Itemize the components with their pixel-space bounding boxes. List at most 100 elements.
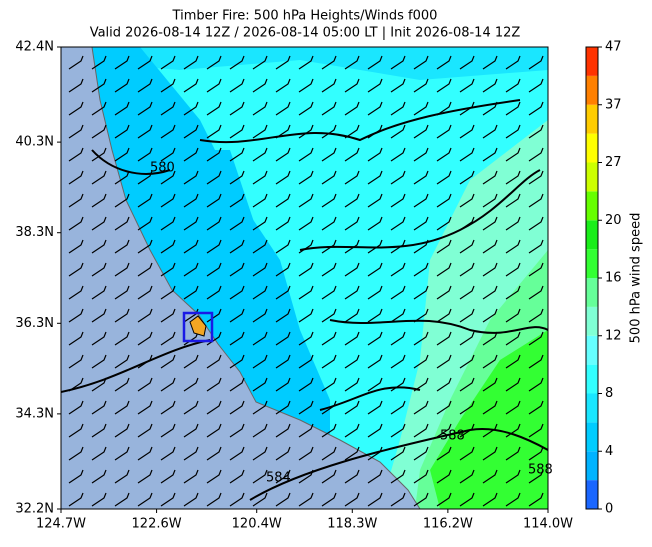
wind-barb xyxy=(298,78,314,93)
wind-barb xyxy=(114,492,130,507)
wind-barb xyxy=(275,216,291,231)
wind-barb xyxy=(229,492,245,507)
wind-barb xyxy=(321,170,337,185)
wind-barb xyxy=(528,469,544,484)
wind-barb xyxy=(413,216,429,231)
wind-barb xyxy=(436,78,452,93)
wind-barb xyxy=(275,377,291,392)
wind-barb xyxy=(459,285,475,300)
wind-barb xyxy=(321,239,337,254)
wind-barb xyxy=(298,124,314,139)
wind-barb xyxy=(160,239,176,254)
wind-barb xyxy=(68,331,84,346)
wind-barb xyxy=(91,377,107,392)
wind-barb xyxy=(252,423,268,438)
wind-barb xyxy=(482,101,498,116)
wind-barb xyxy=(137,262,153,277)
wind-barb xyxy=(459,147,475,162)
wind-barb xyxy=(298,446,314,461)
wind-barb xyxy=(275,331,291,346)
wind-barb xyxy=(137,193,153,208)
colorbar-segment xyxy=(586,191,598,221)
wind-barb xyxy=(344,101,360,116)
wind-barb xyxy=(344,147,360,162)
wind-barb xyxy=(137,400,153,415)
wind-barb xyxy=(528,400,544,415)
wind-barb xyxy=(436,423,452,438)
wind-barb xyxy=(505,400,521,415)
wind-barb xyxy=(183,101,199,116)
wind-barb xyxy=(482,124,498,139)
wind-barb xyxy=(367,400,383,415)
wind-barb xyxy=(390,55,406,70)
wind-barb xyxy=(505,308,521,323)
y-tick-label: 34.3N xyxy=(15,406,54,421)
wind-barb xyxy=(91,101,107,116)
wind-barb xyxy=(321,469,337,484)
wind-barb xyxy=(482,331,498,346)
wind-barb xyxy=(91,354,107,369)
wind-barb xyxy=(413,423,429,438)
wind-barb xyxy=(367,492,383,507)
wind-barb xyxy=(114,147,130,162)
wind-barb xyxy=(229,216,245,231)
wind-barb xyxy=(206,354,222,369)
wind-barb xyxy=(183,170,199,185)
contour-label: 588 xyxy=(528,463,553,478)
wind-barb xyxy=(183,377,199,392)
wind-barb xyxy=(252,446,268,461)
wind-barb xyxy=(321,55,337,70)
wind-barb xyxy=(459,400,475,415)
wind-barb xyxy=(436,446,452,461)
wind-barb xyxy=(252,331,268,346)
wind-barb xyxy=(68,147,84,162)
wind-barb xyxy=(183,147,199,162)
wind-barb xyxy=(390,331,406,346)
wind-barb xyxy=(344,377,360,392)
wind-barb xyxy=(528,308,544,323)
wind-barb xyxy=(183,216,199,231)
wind-barb xyxy=(528,55,544,70)
wind-barb xyxy=(229,377,245,392)
wind-barb xyxy=(137,308,153,323)
wind-barb xyxy=(505,239,521,254)
wind-barb xyxy=(482,216,498,231)
wind-barb xyxy=(160,193,176,208)
wind-barb xyxy=(68,170,84,185)
wind-barb xyxy=(367,170,383,185)
colorbar-segment xyxy=(586,393,598,423)
wind-barb xyxy=(275,308,291,323)
wind-barb xyxy=(114,285,130,300)
wind-barb xyxy=(505,423,521,438)
wind-barb xyxy=(229,446,245,461)
wind-barb xyxy=(114,239,130,254)
wind-barb xyxy=(505,193,521,208)
wind-barb xyxy=(114,170,130,185)
wind-barb xyxy=(114,78,130,93)
wind-barb xyxy=(298,285,314,300)
wind-barb xyxy=(252,308,268,323)
wind-barb xyxy=(68,423,84,438)
wind-barb xyxy=(68,55,84,70)
wind-barb xyxy=(68,78,84,93)
wind-barb xyxy=(436,147,452,162)
wind-barb xyxy=(275,492,291,507)
contours xyxy=(61,99,548,501)
wind-barb xyxy=(91,147,107,162)
wind-barb xyxy=(505,469,521,484)
wind-barb xyxy=(206,124,222,139)
wind-barb xyxy=(413,492,429,507)
wind-barb xyxy=(321,354,337,369)
wind-barb xyxy=(528,147,544,162)
wind-barb xyxy=(275,55,291,70)
wind-barb xyxy=(91,331,107,346)
wind-barb xyxy=(459,170,475,185)
wind-barb xyxy=(459,377,475,392)
wind-barb xyxy=(298,377,314,392)
wind-barb xyxy=(229,55,245,70)
wind-barb xyxy=(505,492,521,507)
x-tick-label: 114.0W xyxy=(523,517,573,532)
wind-barb xyxy=(528,377,544,392)
wind-barb xyxy=(68,377,84,392)
colorbar-tick-label: 8 xyxy=(605,386,613,401)
